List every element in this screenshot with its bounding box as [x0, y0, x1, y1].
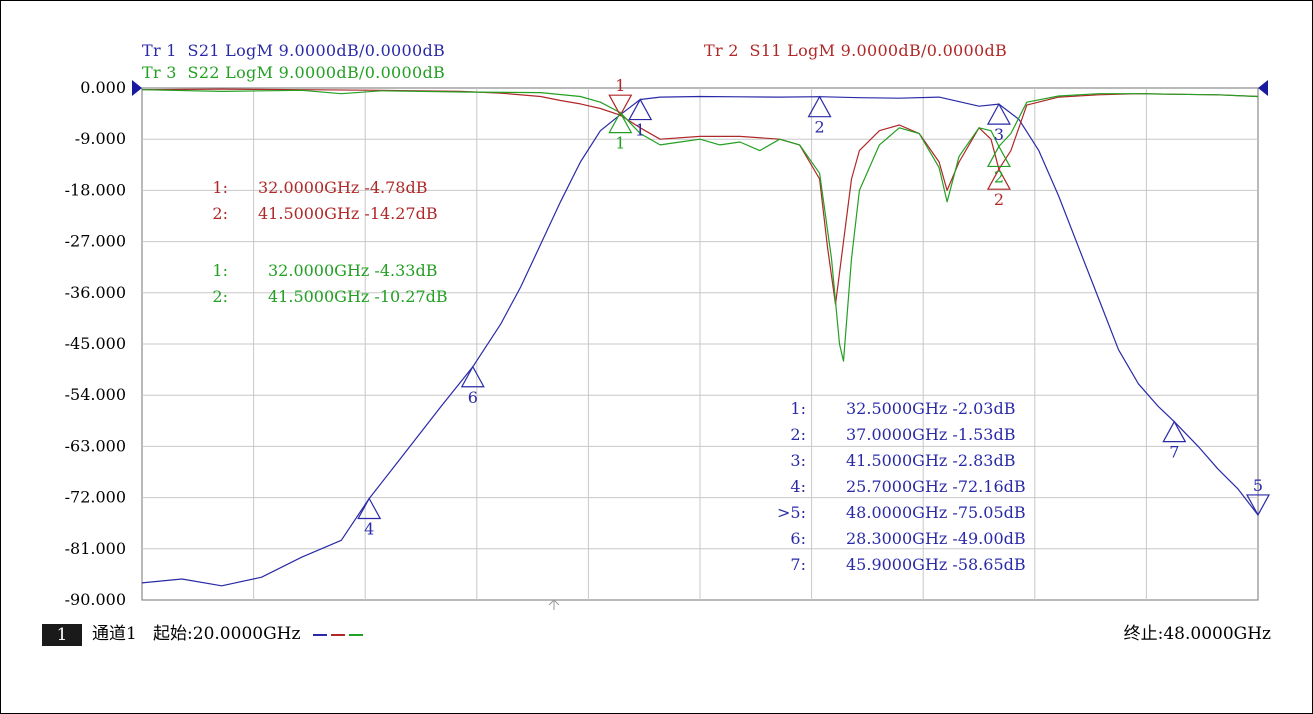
readout-s22: 1: 32.0000GHz -4.33dB 2: 41.5000GHz -10.27d… [212, 261, 447, 306]
readout-id: 6: [790, 529, 806, 548]
marker-label: 2 [994, 190, 1004, 209]
ref-arrow-left [132, 80, 142, 96]
marker-s21-6: 6 [460, 365, 485, 407]
trace-lines [141, 88, 1259, 587]
readout-id: 2: [790, 425, 806, 444]
marker-s11-2: 2 [986, 167, 1011, 209]
reference-level-arrows [132, 80, 1268, 610]
readout-value: 48.0000GHz -75.05dB [846, 503, 1026, 522]
y-tick-label: -45.000 [65, 334, 126, 353]
readout-id: 1: [790, 399, 806, 418]
readout-value: 41.5000GHz -14.27dB [258, 204, 438, 223]
y-tick-label: -63.000 [65, 436, 126, 455]
readout-id: >5: [777, 503, 806, 522]
chart-grid [141, 87, 1259, 601]
y-tick-label: 0.000 [80, 78, 126, 97]
marker-readouts: 1: 32.0000GHz -4.78dB 2: 41.5000GHz -14.27d… [212, 178, 1025, 574]
marker-triangle [986, 102, 1011, 125]
trace-2-header[interactable]: Tr 2 S11 LogM 9.0000dB/0.0000dB [704, 41, 1008, 60]
readout-id: 2: [212, 204, 228, 223]
marker-triangle [357, 497, 382, 520]
readout-value: 41.5000GHz -10.27dB [268, 287, 448, 306]
marker-triangle [807, 95, 832, 118]
readout-id: 3: [790, 451, 806, 470]
marker-label: 5 [1253, 476, 1263, 495]
marker-s21-7: 7 [1162, 420, 1187, 462]
marker-triangle [986, 145, 1011, 168]
marker-s21-4: 4 [357, 497, 382, 539]
start-frequency[interactable]: 起始:20.0000GHz [153, 624, 301, 644]
readout-value: 28.3000GHz -49.00dB [846, 529, 1026, 548]
trace-s21 [141, 95, 1259, 587]
y-tick-label: -9.000 [75, 129, 126, 148]
y-tick-label: -90.000 [65, 590, 126, 609]
trace-3-header[interactable]: Tr 3 S22 LogM 9.0000dB/0.0000dB [142, 63, 446, 82]
readout-id: 4: [790, 477, 806, 496]
marker-triangle [628, 98, 653, 121]
y-tick-label: -54.000 [65, 385, 126, 404]
marker-s22-2: 2 [986, 145, 1011, 186]
marker-label: 3 [994, 125, 1004, 144]
marker-triangles: 1 2 3 4 5 6 7 1 2 1 2 [357, 76, 1271, 539]
marker-triangle [1162, 420, 1187, 443]
readout-value: 32.5000GHz -2.03dB [846, 399, 1015, 418]
readout-value: 45.9000GHz -58.65dB [846, 555, 1026, 574]
trace-s22 [141, 89, 1259, 362]
readout-value: 37.0000GHz -1.53dB [846, 425, 1015, 444]
marker-label: 1 [615, 76, 625, 95]
channel-label: 通道1 [92, 624, 137, 644]
readout-id: 7: [790, 555, 806, 574]
channel-number-box[interactable]: 1 [42, 623, 82, 646]
marker-label: 7 [1169, 443, 1179, 462]
y-tick-label: -72.000 [65, 488, 126, 507]
trace-color-legend [311, 624, 365, 644]
marker-label: 2 [814, 118, 824, 137]
marker-s11-1: 1 [608, 76, 633, 117]
ref-arrow-right [1258, 80, 1268, 96]
readout-value: 32.0000GHz -4.33dB [268, 261, 437, 280]
readout-value: 32.0000GHz -4.78dB [258, 178, 427, 197]
marker-triangle [608, 111, 633, 134]
readout-id: 1: [212, 261, 228, 280]
y-tick-label: -36.000 [65, 283, 126, 302]
marker-label: 4 [364, 520, 374, 539]
legend-dash [331, 633, 346, 636]
readout-value: 41.5000GHz -2.83dB [846, 451, 1015, 470]
marker-triangle [460, 365, 485, 388]
legend-dash [313, 633, 328, 636]
marker-s21-3: 3 [986, 102, 1011, 144]
y-tick-label: -81.000 [65, 539, 126, 558]
marker-label: 1 [615, 134, 625, 153]
trace-s11 [141, 88, 1259, 305]
stop-frequency[interactable]: 终止:48.0000GHz [1123, 624, 1271, 644]
marker-s21-1: 1 [628, 98, 653, 140]
marker-triangle [608, 94, 633, 117]
channel-footer: 1 通道1 起始:20.0000GHz [42, 619, 365, 646]
readout-id: 1: [212, 178, 228, 197]
marker-label: 6 [468, 388, 478, 407]
readout-id: 2: [212, 287, 228, 306]
readout-s21: 1: 32.5000GHz -2.03dB 2: 37.0000GHz -1.53dB… [777, 399, 1026, 574]
readout-value: 25.7000GHz -72.16dB [846, 477, 1026, 496]
marker-s22-1: 1 [608, 111, 633, 153]
marker-triangle [986, 167, 1011, 190]
readout-s11: 1: 32.0000GHz -4.78dB 2: 41.5000GHz -14.27d… [212, 178, 437, 223]
marker-s21-2: 2 [807, 95, 832, 137]
legend-dash [349, 633, 364, 636]
marker-label: 2 [994, 167, 1004, 186]
marker-s21-5: 5 [1245, 476, 1271, 517]
y-tick-label: -18.000 [65, 180, 126, 199]
marker-label: 1 [635, 121, 645, 140]
y-tick-labels: 0.000 -9.000 -18.000 -27.000 -36.000 -45.000 -… [65, 78, 126, 609]
trace-1-header[interactable]: Tr 1 S21 LogM 9.0000dB/0.0000dB [142, 41, 446, 60]
center-frequency-pointer [548, 599, 560, 610]
marker-triangle [1245, 494, 1271, 517]
y-tick-label: -27.000 [65, 232, 126, 251]
